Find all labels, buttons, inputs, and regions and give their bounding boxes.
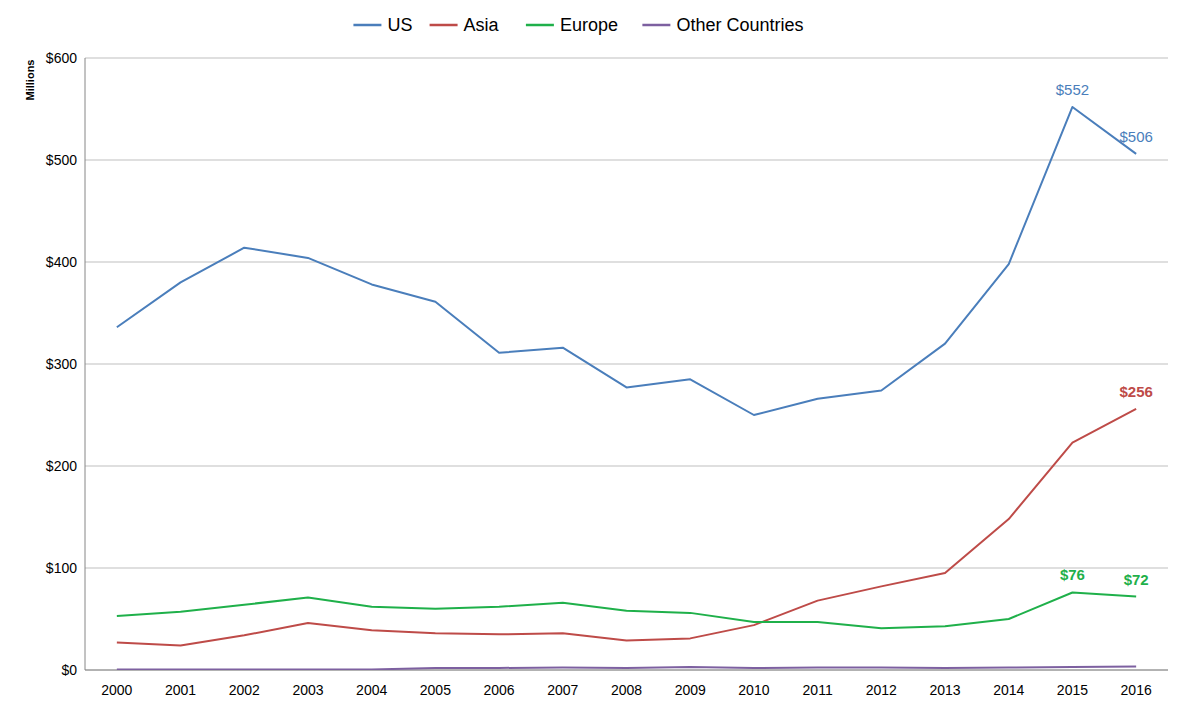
legend-swatch xyxy=(430,24,458,27)
series-line xyxy=(117,666,1136,669)
series-line xyxy=(117,409,1136,646)
chart: $0 $100 $200 $300 $400 $500 $600 2000 2001 2002 20… xyxy=(0,0,1181,709)
data-label: $256 xyxy=(1119,383,1152,400)
data-label: $552 xyxy=(1056,81,1089,98)
grid-line xyxy=(85,262,1168,263)
y-tick-label: $400 xyxy=(46,254,77,270)
legend: US Asia Europe Other Countries xyxy=(353,15,803,35)
x-tick-label: 2007 xyxy=(547,682,578,698)
y-tick-label: $100 xyxy=(46,560,77,576)
grid-line xyxy=(85,58,1168,59)
x-tick-label: 2002 xyxy=(229,682,260,698)
x-tick-label: 2001 xyxy=(165,682,196,698)
y-tick-label: $300 xyxy=(46,356,77,372)
x-tick-label: 2010 xyxy=(738,682,769,698)
y-tick-label: $0 xyxy=(61,662,77,678)
y-tick-label: $200 xyxy=(46,458,77,474)
y-axis-label: Millions xyxy=(24,60,36,101)
y-tick-label: $600 xyxy=(46,50,77,66)
grid-line xyxy=(85,466,1168,467)
y-axis xyxy=(85,58,86,670)
legend-label: Asia xyxy=(464,15,500,35)
grid-line xyxy=(85,568,1168,569)
legend-label: Other Countries xyxy=(676,15,803,35)
x-tick-label: 2003 xyxy=(292,682,323,698)
legend-label: US xyxy=(387,15,412,35)
x-tick-label: 2013 xyxy=(929,682,960,698)
x-tick-label: 2004 xyxy=(356,682,387,698)
legend-label: Europe xyxy=(560,15,618,35)
x-tick-label: 2016 xyxy=(1121,682,1152,698)
x-tick-label: 2012 xyxy=(866,682,897,698)
legend-swatch xyxy=(353,24,381,27)
grid-line xyxy=(85,364,1168,365)
series-group xyxy=(117,107,1136,670)
series-line xyxy=(117,107,1136,415)
x-tick-label: 2015 xyxy=(1057,682,1088,698)
x-tick-label: 2009 xyxy=(675,682,706,698)
x-tick-label: 2005 xyxy=(420,682,451,698)
grid-line xyxy=(85,160,1168,161)
legend-swatch xyxy=(526,24,554,27)
series-line xyxy=(117,592,1136,628)
x-tick-label: 2011 xyxy=(803,682,833,698)
data-label: $506 xyxy=(1119,128,1152,145)
x-tick-label: 2014 xyxy=(993,682,1024,698)
legend-swatch xyxy=(642,24,670,27)
y-tick-label: $500 xyxy=(46,152,77,168)
data-label: $76 xyxy=(1060,566,1085,583)
x-tick-label: 2006 xyxy=(484,682,515,698)
x-tick-label: 2000 xyxy=(101,682,132,698)
x-tick-label: 2008 xyxy=(611,682,642,698)
data-label: $72 xyxy=(1124,571,1149,588)
